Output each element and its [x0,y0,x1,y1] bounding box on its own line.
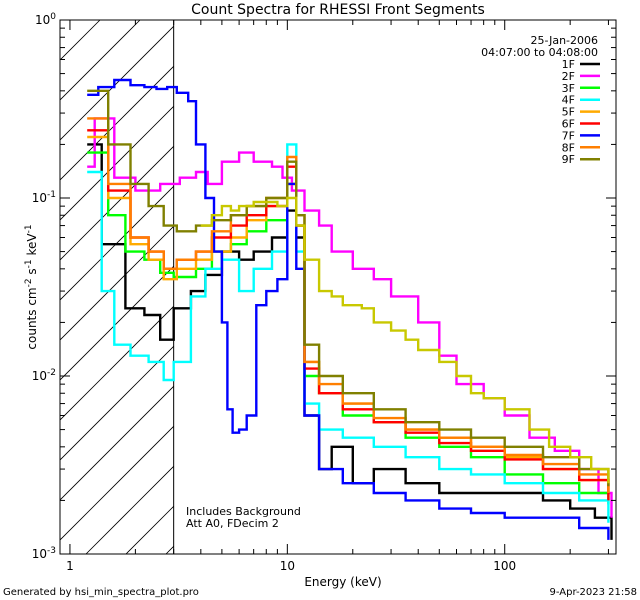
ylabel-part-2: s [25,268,39,278]
ylabel-part-3: keV [25,233,39,260]
x-tick-label: 1 [66,559,74,573]
time-range-label: 04:07:00 to 04:08:00 [481,46,598,59]
y-tick-label: 10-3 [32,546,56,561]
x-tick-label: 100 [493,559,516,573]
legend-label-1f: 1F [562,58,575,71]
ylabel-exp-1: -2 [24,278,34,287]
legend-label-4f: 4F [562,94,575,107]
x-tick-label: 10 [280,559,295,573]
ylabel-exp-2: -1 [24,259,34,268]
legend-label-3f: 3F [562,82,575,95]
date-label: 25-Jan-2006 [531,34,599,47]
hatched-energy-region [60,20,175,554]
series-line-9f [87,89,610,487]
svg-text:counts cm-2 s-1 keV-1: counts cm-2 s-1 keV-1 [24,224,39,349]
hatch-lines [60,20,174,554]
y-axis-label: counts cm-2 s-1 keV-1 [24,224,39,349]
x-axis-label: Energy (keV) [304,575,381,589]
legend-label-9f: 9F [562,153,575,166]
ylabel-part-1: counts cm [25,287,39,349]
ylabel-exp-3: -1 [24,224,34,233]
annotation-background: Includes Background [186,505,301,518]
y-tick-label: 100 [35,12,56,27]
plot-frame [59,19,617,555]
series-line-7f [87,78,610,540]
chart-title: Count Spectra for RHESSI Front Segments [191,2,485,18]
footer-timestamp: 9-Apr-2023 21:58 [550,587,637,598]
legend-label-8f: 8F [562,141,575,154]
legend-label-2f: 2F [562,70,575,83]
legend-label-6f: 6F [562,118,575,131]
series-line-8f [87,117,610,493]
legend-label-7f: 7F [562,129,575,142]
annotation-attenuator: Att A0, FDecim 2 [186,517,279,530]
series-line-2f [87,117,613,518]
axis-ticks: 1 10 100 100 10-1 10-2 10-3 [32,12,616,573]
series-line-yellow-overlay [200,196,610,484]
y-tick-label: 10-1 [32,190,56,205]
series-layer [87,78,613,540]
y-tick-label: 10-2 [32,368,56,383]
legend-label-5f: 5F [562,106,575,119]
footer-generated-by: Generated by hsi_min_spectra_plot.pro [3,587,199,598]
